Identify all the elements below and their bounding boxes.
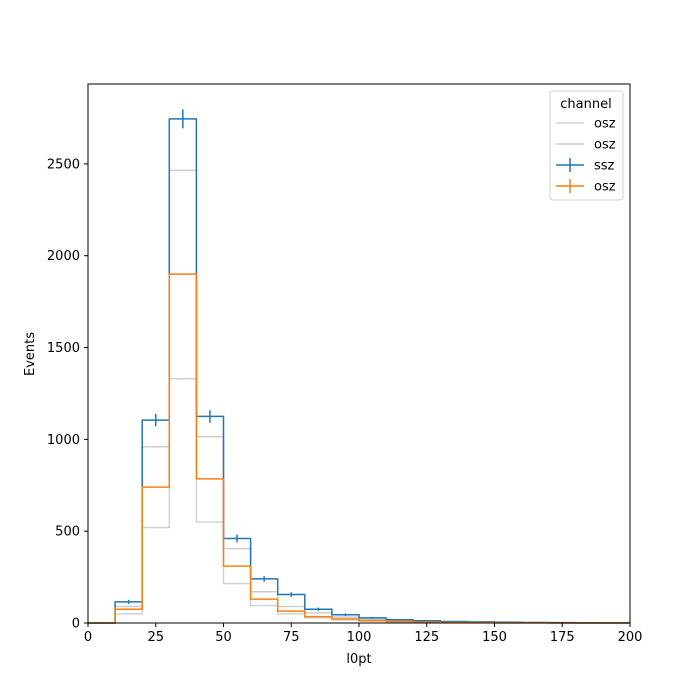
legend-label-1: osz [594, 138, 616, 153]
y-tick-label-500: 500 [55, 525, 80, 540]
y-tick-label-1500: 1500 [47, 341, 80, 356]
y-tick-label-1000: 1000 [47, 433, 80, 448]
legend-box [549, 90, 624, 201]
legend-label-3: osz [594, 180, 616, 195]
x-tick-label-100: 100 [347, 630, 372, 645]
x-tick-label-25: 25 [147, 630, 164, 645]
x-tick-label-200: 200 [618, 630, 643, 645]
x-tick-label-0: 0 [84, 630, 92, 645]
y-tick-label-2500: 2500 [47, 157, 80, 172]
y-tick-label-0: 0 [72, 617, 80, 632]
y-axis-label: Events [23, 332, 38, 376]
x-tick-label-175: 175 [550, 630, 575, 645]
legend: channel osz osz ssz osz [549, 90, 624, 201]
x-tick-label-50: 50 [215, 630, 232, 645]
legend-label-2: ssz [594, 159, 615, 174]
x-tick-label-150: 150 [482, 630, 507, 645]
axes-layer: 0 25 50 75 100 125 150 175 200050010001500200025… [47, 157, 643, 645]
plot-layer [88, 109, 630, 624]
x-tick-label-125: 125 [414, 630, 439, 645]
x-axis-label: l0pt [346, 652, 371, 667]
legend-title: channel [560, 97, 611, 112]
y-tick-label-2000: 2000 [47, 249, 80, 264]
x-tick-label-75: 75 [283, 630, 300, 645]
legend-label-0: osz [594, 117, 616, 132]
